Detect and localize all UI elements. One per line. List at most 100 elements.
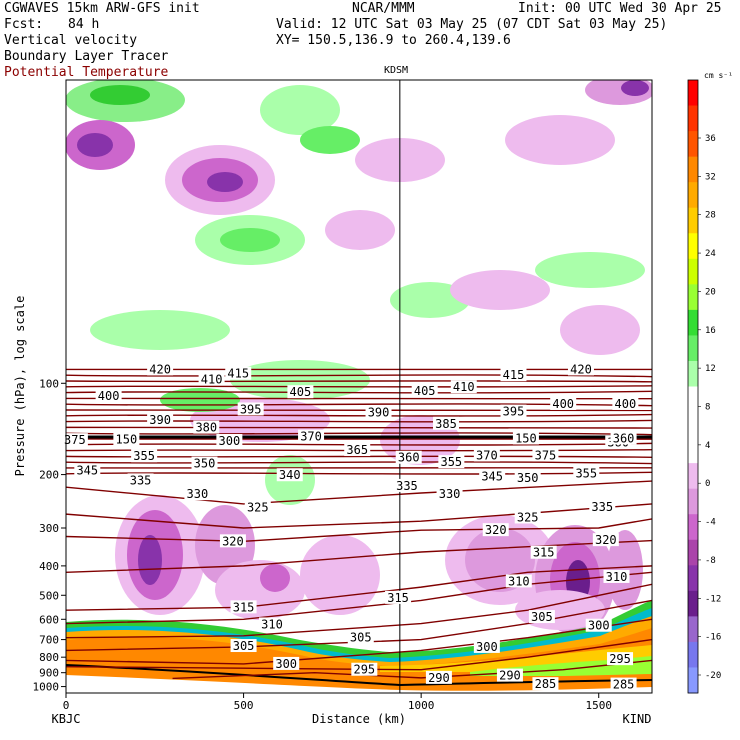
theta-label: 375: [64, 433, 86, 447]
colorbar-swatch: [688, 233, 698, 260]
colorbar-label: 28: [705, 211, 716, 221]
x-axis: 0 500 1000 1500: [63, 693, 612, 712]
theta-contour-line: [66, 565, 652, 611]
x-tick-label: 1000: [408, 699, 435, 712]
theta-label-bg: [127, 473, 154, 487]
theta-label: 420: [570, 362, 592, 376]
theta-label: 405: [290, 385, 312, 399]
theta-label: 315: [387, 591, 409, 605]
x-tick-label: 500: [234, 699, 254, 712]
theta-label: 355: [575, 466, 597, 480]
colorbar-label: -8: [705, 556, 716, 566]
theta-label-bg: [344, 443, 371, 457]
y-tick-label: 300: [39, 522, 59, 535]
theta-label-bg: [532, 448, 559, 462]
theta-label: 390: [149, 413, 171, 427]
y-tick-label: 600: [39, 613, 59, 626]
colorbar-swatch: [688, 156, 698, 183]
theta-label-bg: [592, 533, 619, 547]
colorbar-label: 20: [705, 287, 716, 297]
colorbar-swatch: [688, 335, 698, 362]
theta-label: 150: [515, 431, 537, 445]
theta-label-bg: [436, 487, 463, 501]
theta-label-bg: [113, 432, 140, 446]
theta-label-bg: [530, 545, 557, 559]
theta-label: 305: [531, 610, 553, 624]
colorbar-label: -4: [705, 518, 716, 528]
theta-label: 150: [116, 432, 138, 446]
theta-label: 345: [481, 470, 503, 484]
theta-label: 410: [453, 380, 475, 394]
colorbar-label: 36: [705, 134, 716, 144]
theta-label-bg: [500, 404, 527, 418]
x-tick-label: 0: [63, 699, 70, 712]
colorbar-swatch: [688, 463, 698, 490]
colorbar-label: 0: [705, 479, 710, 489]
theta-contour-line: [66, 571, 652, 625]
theta-contour-line: [66, 432, 652, 436]
shading-layer: [66, 80, 652, 693]
theta-label-bg: [385, 590, 412, 604]
theta-label: 420: [149, 362, 171, 376]
theta-label: 305: [350, 631, 372, 645]
org-label: NCAR/MMM: [352, 1, 415, 16]
theta-label-bg: [532, 677, 559, 691]
theta-label: 310: [508, 574, 530, 588]
theta-contour-line: [66, 413, 652, 417]
theta-label: 355: [133, 449, 155, 463]
colorbar-swatch: [688, 284, 698, 311]
theta-label-bg: [298, 429, 325, 443]
theta-label: 335: [130, 473, 152, 487]
theta-label: 290: [499, 669, 521, 683]
colorbar-label: -16: [705, 633, 721, 643]
y-tick-label: 400: [39, 560, 59, 573]
y-tick-label: 500: [39, 589, 59, 602]
theta-label: 305: [233, 639, 255, 653]
theta-label: 325: [247, 501, 269, 515]
theta-label: 410: [201, 372, 223, 386]
theta-label-bg: [395, 450, 422, 464]
theta-label: 320: [222, 534, 244, 548]
theta-label: 335: [396, 479, 418, 493]
theta-label-bg: [479, 469, 506, 483]
theta-label-bg: [191, 456, 218, 470]
colorbar-frame: [687, 79, 699, 694]
theta-label-bg: [193, 420, 220, 434]
colorbar-swatch: [688, 488, 698, 515]
theta-label: 290: [428, 671, 450, 685]
colorbar-swatch: [688, 590, 698, 617]
theta-label-bg: [528, 610, 555, 624]
theta-label: 400: [552, 397, 574, 411]
colorbar-swatch: [688, 514, 698, 541]
theta-contour-line: [66, 390, 652, 394]
theta-label: 380: [195, 421, 217, 435]
colorbar-label: -12: [705, 594, 721, 604]
colorbar-label: 24: [705, 249, 716, 259]
theta-label-bg: [514, 510, 541, 524]
colorbar-swatch: [688, 131, 698, 158]
theta-label: 365: [346, 443, 368, 457]
theta-label-bg: [347, 630, 374, 644]
left-station-label: KBJC: [52, 712, 81, 726]
colorbar: 36 32 28 24 20 16 12 8 4 0 -4 -8 -12 -16 -20: [687, 79, 721, 694]
colorbar-swatch: [688, 437, 698, 464]
theta-label-bg: [258, 617, 285, 631]
colorbar-swatch: [688, 360, 698, 387]
theta-label-bg: [61, 433, 88, 447]
theta-label: 400: [98, 389, 120, 403]
theta-contour-line: [66, 471, 652, 475]
theta-label-bg: [589, 500, 616, 514]
theta-label: 310: [261, 617, 283, 631]
y-axis-title: Pressure (hPa), log scale: [13, 296, 27, 477]
theta-label: 415: [227, 367, 249, 381]
y-tick-label: 200: [39, 469, 59, 482]
field-boundary-layer-tracer: Boundary Layer Tracer: [4, 49, 169, 64]
theta-label: 355: [440, 455, 462, 469]
theta-contour-line: [66, 518, 652, 543]
theta-label-bg: [393, 478, 420, 492]
theta-label-bg: [184, 487, 211, 501]
y-tick-label: 1000: [33, 681, 60, 694]
theta-label: 310: [606, 570, 628, 584]
theta-label: 395: [503, 405, 525, 419]
